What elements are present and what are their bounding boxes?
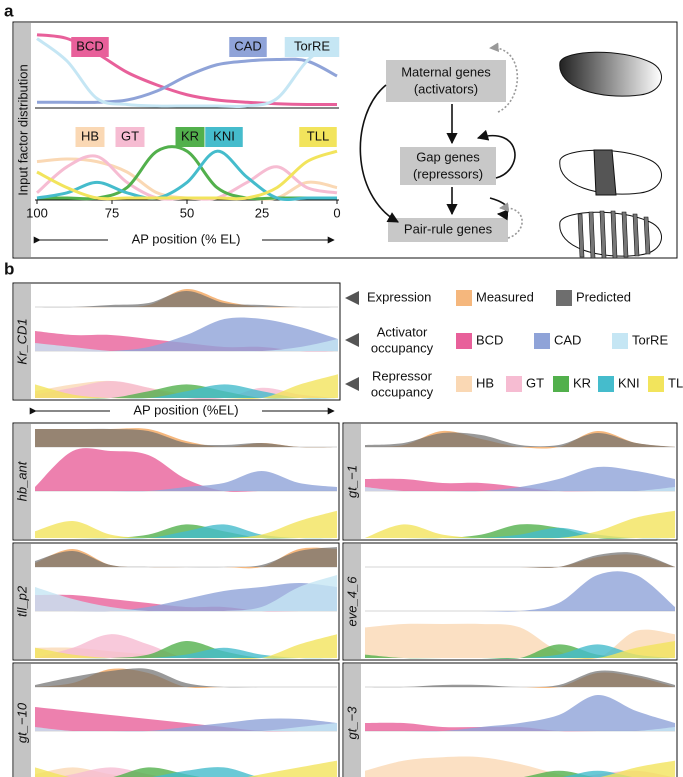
enhancer-name: gt_−1 bbox=[344, 465, 359, 498]
x-label: AP position (%EL) bbox=[133, 402, 238, 417]
x-tick-label: 25 bbox=[255, 205, 269, 220]
legend-text: occupancy bbox=[371, 340, 434, 355]
node-label: Gap genes bbox=[416, 149, 480, 164]
occupancy-area bbox=[35, 291, 338, 307]
legend-swatch bbox=[534, 333, 550, 349]
legend-swatch bbox=[648, 376, 664, 392]
enhancer-name: hb_ant bbox=[14, 460, 29, 501]
series-label: KR bbox=[181, 128, 199, 143]
legend-text: KR bbox=[573, 375, 591, 390]
x-tick-label: 100 bbox=[26, 205, 48, 220]
enhancer-name: eve_4_6 bbox=[344, 576, 359, 627]
occupancy-area bbox=[365, 671, 675, 688]
x-tick-label: 50 bbox=[180, 205, 194, 220]
series-label: KNI bbox=[213, 128, 235, 143]
legend-text: Expression bbox=[367, 289, 431, 304]
legend-text: Predicted bbox=[576, 289, 631, 304]
arrow bbox=[360, 85, 398, 222]
legend-text: GT bbox=[526, 375, 544, 390]
legend-swatch bbox=[456, 333, 472, 349]
node-label: Pair-rule genes bbox=[404, 221, 493, 236]
series-label: BCD bbox=[76, 38, 103, 53]
legend-swatch bbox=[553, 376, 569, 392]
legend-text: TLL bbox=[668, 375, 683, 390]
occupancy-area bbox=[35, 547, 337, 567]
x-tick-label: 0 bbox=[333, 205, 340, 220]
embryo bbox=[560, 52, 662, 96]
legend-text: occupancy bbox=[371, 384, 434, 399]
legend-swatch bbox=[506, 376, 522, 392]
legend-swatch bbox=[456, 376, 472, 392]
y-label: Input factor distribution bbox=[15, 64, 30, 196]
legend-text: TorRE bbox=[632, 332, 668, 347]
arrow bbox=[490, 198, 508, 214]
node-label: (repressors) bbox=[413, 166, 483, 181]
legend-text: HB bbox=[476, 375, 494, 390]
legend-swatch bbox=[556, 290, 572, 306]
page: a Input factor distribution AP position … bbox=[0, 0, 683, 777]
enhancer-name: gt_−10 bbox=[14, 702, 29, 743]
occupancy-area bbox=[365, 432, 675, 447]
occupancy-area bbox=[35, 668, 337, 687]
series-label: GT bbox=[121, 128, 139, 143]
node-label: (activators) bbox=[414, 81, 478, 96]
legend-text: Measured bbox=[476, 289, 534, 304]
series-label: TLL bbox=[307, 128, 329, 143]
legend-swatch bbox=[598, 376, 614, 392]
figure: a Input factor distribution AP position … bbox=[0, 0, 683, 777]
enhancer-name: Kr_CD1 bbox=[14, 318, 29, 364]
legend-text: Repressor bbox=[372, 368, 433, 383]
occupancy-area bbox=[35, 429, 337, 447]
legend-text: KNI bbox=[618, 375, 640, 390]
series-label: CAD bbox=[234, 38, 261, 53]
legend-pointer bbox=[345, 291, 359, 391]
legend-swatch bbox=[612, 333, 628, 349]
series-label: TorRE bbox=[294, 38, 330, 53]
enhancer-name: tll_p2 bbox=[14, 585, 29, 617]
enhancer-name: gt_−3 bbox=[344, 706, 359, 740]
x-tick-label: 75 bbox=[105, 205, 119, 220]
panel-label: b bbox=[4, 259, 14, 278]
legend-text: CAD bbox=[554, 332, 581, 347]
occupancy-area bbox=[365, 552, 675, 568]
legend-text: BCD bbox=[476, 332, 503, 347]
x-label: AP position (% EL) bbox=[132, 231, 241, 246]
legend-text: Activator bbox=[377, 324, 428, 339]
stripe bbox=[594, 150, 616, 195]
panel-label: a bbox=[4, 1, 14, 20]
occupancy-area bbox=[365, 571, 675, 611]
legend-swatch bbox=[456, 290, 472, 306]
node-label: Maternal genes bbox=[401, 64, 491, 79]
series-label: HB bbox=[81, 128, 99, 143]
